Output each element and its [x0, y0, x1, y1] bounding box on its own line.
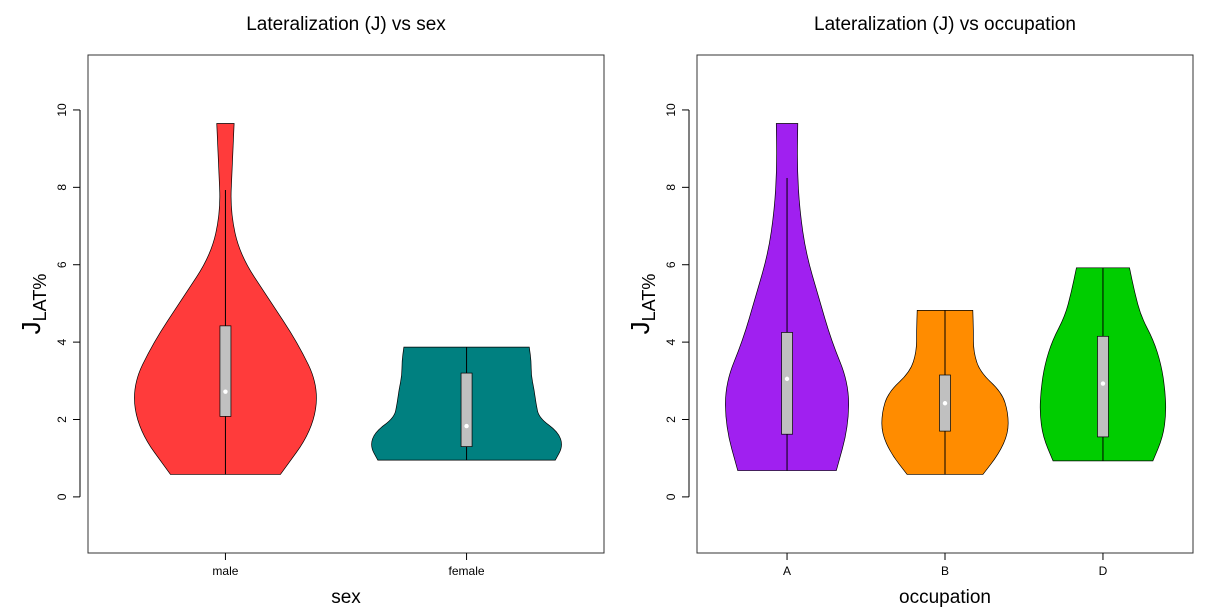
- x-tick-label: male: [212, 564, 238, 578]
- box: [1097, 335, 1109, 438]
- median: [1100, 381, 1106, 386]
- median: [464, 423, 469, 429]
- box: [460, 372, 473, 447]
- y-tick-label: 6: [664, 261, 678, 268]
- y-tick-label: 2: [664, 416, 678, 423]
- y-tick-label: 4: [55, 338, 69, 345]
- y-axis-title: JLAT%: [16, 274, 50, 335]
- chart-title: Lateralization (J) vs sex: [246, 14, 446, 35]
- x-tick-label: A: [783, 564, 791, 578]
- y-tick-label: 0: [664, 493, 678, 500]
- x-axis-title: sex: [331, 587, 361, 608]
- y-tick-label: 0: [55, 493, 69, 500]
- chart-title: Lateralization (J) vs occupation: [814, 14, 1076, 35]
- y-axis-title-main: J: [625, 321, 655, 334]
- box: [781, 332, 793, 435]
- y-axis-title: JLAT%: [625, 274, 659, 335]
- y-axis-title-sub: LAT%: [639, 274, 659, 322]
- x-tick-label: female: [449, 564, 485, 578]
- y-tick-label: 8: [55, 184, 69, 191]
- y-tick-label: 8: [664, 184, 678, 191]
- x-axis-title: occupation: [899, 587, 991, 608]
- median: [223, 389, 228, 394]
- x-tick-label: B: [941, 564, 949, 578]
- y-tick-label: 10: [55, 103, 69, 117]
- y-tick-label: 2: [55, 416, 69, 423]
- y-axis-title-sub: LAT%: [30, 274, 50, 322]
- y-axis-title-main: J: [16, 321, 46, 334]
- median: [942, 401, 948, 406]
- y-tick-label: 4: [664, 338, 678, 345]
- y-tick-label: 6: [55, 261, 69, 268]
- plot-frame: [87, 54, 605, 554]
- median: [784, 376, 790, 382]
- x-tick-label: D: [1099, 564, 1108, 578]
- box: [219, 325, 232, 417]
- y-tick-label: 10: [664, 103, 678, 117]
